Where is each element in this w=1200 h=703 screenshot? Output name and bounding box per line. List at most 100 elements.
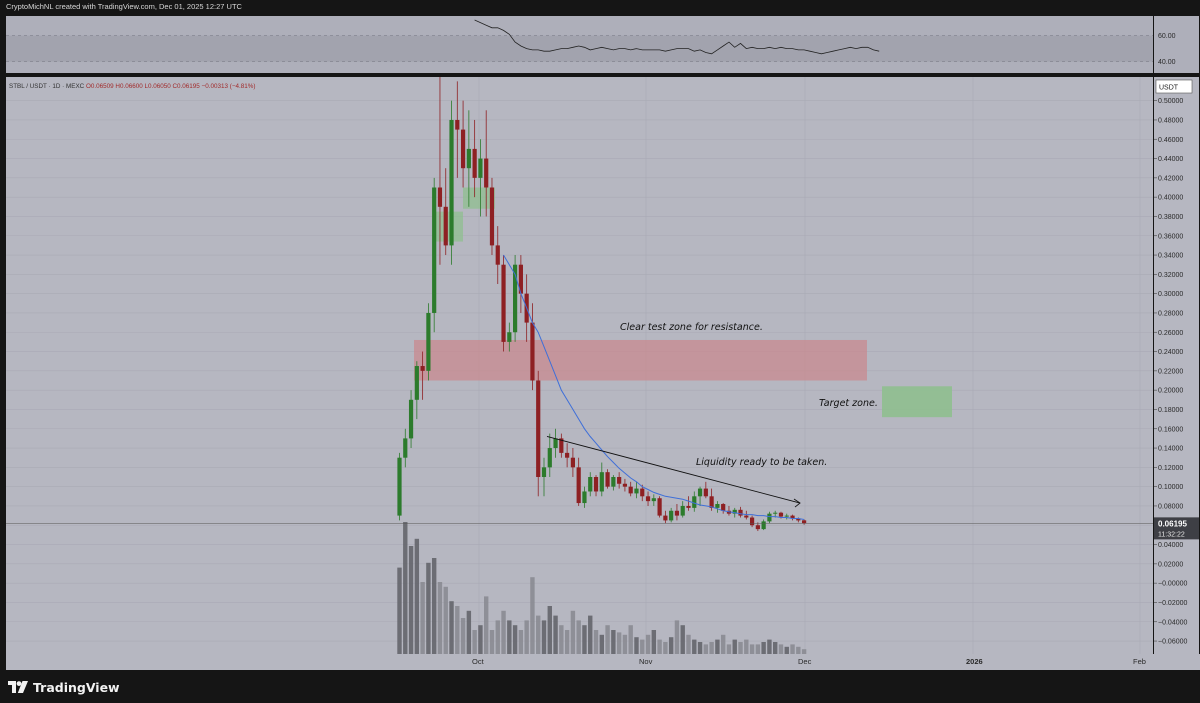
volume-bar xyxy=(680,625,685,654)
volume-bar xyxy=(657,639,662,654)
candle-body xyxy=(802,520,807,524)
currency-label: USDT xyxy=(1159,85,1179,92)
volume-bar xyxy=(397,567,402,654)
volume-bar xyxy=(778,644,784,654)
candle-body xyxy=(657,498,662,516)
price-pane[interactable] xyxy=(6,77,1153,654)
price-tick-label: 0.40000 xyxy=(1158,195,1183,202)
candle-body xyxy=(403,438,408,458)
candle-body xyxy=(570,457,575,468)
brand-name: TradingView xyxy=(33,679,120,695)
volume-bar xyxy=(466,610,472,654)
rsi-line xyxy=(474,19,880,55)
candle-body xyxy=(426,312,431,371)
price-tick-label: 0.42000 xyxy=(1158,175,1183,182)
volume-bar xyxy=(732,639,737,654)
price-tick-label: 0.22000 xyxy=(1158,368,1183,375)
candle-body xyxy=(611,477,616,487)
candle-body xyxy=(553,438,558,449)
price-tick-label: 0.18000 xyxy=(1158,407,1183,414)
volume-bar xyxy=(518,630,524,654)
price-tick-label: 0.28000 xyxy=(1158,310,1183,317)
candle-body xyxy=(507,332,512,342)
candle-body xyxy=(541,467,547,477)
price-tick-label: 0.08000 xyxy=(1158,503,1183,510)
rsi-pane xyxy=(6,16,1153,73)
tradingview-logo[interactable]: TradingView xyxy=(8,679,120,695)
volume-bar xyxy=(414,538,420,654)
candle-body xyxy=(599,472,604,492)
candle-body xyxy=(767,513,772,522)
time-tick-label: Oct xyxy=(472,657,485,666)
candle-body xyxy=(749,517,755,526)
candle-body xyxy=(761,521,766,530)
price-tick-label: 0.44000 xyxy=(1158,156,1183,163)
close-value: C0.06195 xyxy=(172,83,200,90)
annotation-target: Target zone. xyxy=(819,398,878,409)
resistance-zone[interactable] xyxy=(414,339,867,381)
currency-badge[interactable] xyxy=(1155,79,1193,94)
time-axis-background xyxy=(6,654,1200,670)
candle-body xyxy=(547,448,552,468)
candle-body xyxy=(478,158,483,178)
trend-arrow-line[interactable] xyxy=(546,436,801,504)
volume-bar xyxy=(559,625,564,654)
moving-average-line xyxy=(503,254,805,520)
candle-body xyxy=(513,264,518,333)
volume-bar xyxy=(749,644,755,654)
volume-bar xyxy=(773,642,778,654)
candle-body xyxy=(645,496,651,502)
high-value: H0.06600 xyxy=(115,83,143,90)
open-value: O0.06509 xyxy=(85,83,114,90)
price-tick-label: 0.14000 xyxy=(1158,446,1183,453)
rsi-band xyxy=(6,35,1153,62)
price-tick-label: 0.48000 xyxy=(1158,117,1183,124)
candle-body xyxy=(778,512,784,517)
candle-body xyxy=(640,488,645,497)
entry-box[interactable] xyxy=(433,211,463,242)
candle-body xyxy=(674,510,680,516)
candle-body xyxy=(420,366,425,371)
volume-bar xyxy=(588,615,593,654)
price-tick-label: 0.46000 xyxy=(1158,137,1183,144)
volume-bar xyxy=(530,577,535,654)
candle-body xyxy=(669,510,674,521)
candle-body xyxy=(536,380,541,477)
candle-body xyxy=(755,525,760,530)
price-tick-label: 0.32000 xyxy=(1158,272,1183,279)
candle-body xyxy=(697,488,703,497)
chart-canvas[interactable]: 0.50000 0.48000 0.46000 0.44000 0.42000 0.400… xyxy=(0,16,1200,671)
volume-bar xyxy=(495,620,500,654)
volume-bar xyxy=(449,601,454,654)
volume-bar xyxy=(703,644,709,654)
candle-body xyxy=(484,158,489,188)
current-price-label: 0.06195 xyxy=(1158,519,1187,528)
volume-bar xyxy=(686,634,691,654)
target-zone[interactable] xyxy=(882,386,952,418)
candle-body xyxy=(622,483,628,487)
price-axis[interactable]: 0.50000 0.48000 0.46000 0.44000 0.42000 0.400… xyxy=(1154,16,1199,654)
price-tick-label: 0.12000 xyxy=(1158,465,1183,472)
volume-bar xyxy=(599,634,604,654)
candle-body xyxy=(432,187,437,313)
price-axis-background xyxy=(1154,77,1199,654)
low-value: L0.06050 xyxy=(144,83,171,90)
time-axis[interactable]: Oct Nov Dec 2026 Feb xyxy=(6,654,1200,670)
candle-body xyxy=(466,148,471,169)
price-tick-label: 0.30000 xyxy=(1158,291,1183,298)
entry-box[interactable] xyxy=(463,187,495,209)
trend-arrow-head xyxy=(793,498,801,508)
price-tick-label: −0.06000 xyxy=(1158,639,1187,646)
change-value: −0.00313 (−4.81%) xyxy=(201,83,256,90)
bottom-bar: TradingView xyxy=(0,671,1200,703)
candle-body xyxy=(489,187,495,246)
current-price-badge xyxy=(1154,517,1199,540)
candle-body xyxy=(663,515,668,521)
candle-body xyxy=(455,119,460,130)
price-tick-label: −0.00000 xyxy=(1158,581,1187,588)
price-tick-label: 0.20000 xyxy=(1158,388,1183,395)
volume-bar xyxy=(692,639,697,654)
volume-bar xyxy=(651,630,657,654)
price-tick-label: 0.38000 xyxy=(1158,214,1183,221)
volume-bar xyxy=(645,634,651,654)
